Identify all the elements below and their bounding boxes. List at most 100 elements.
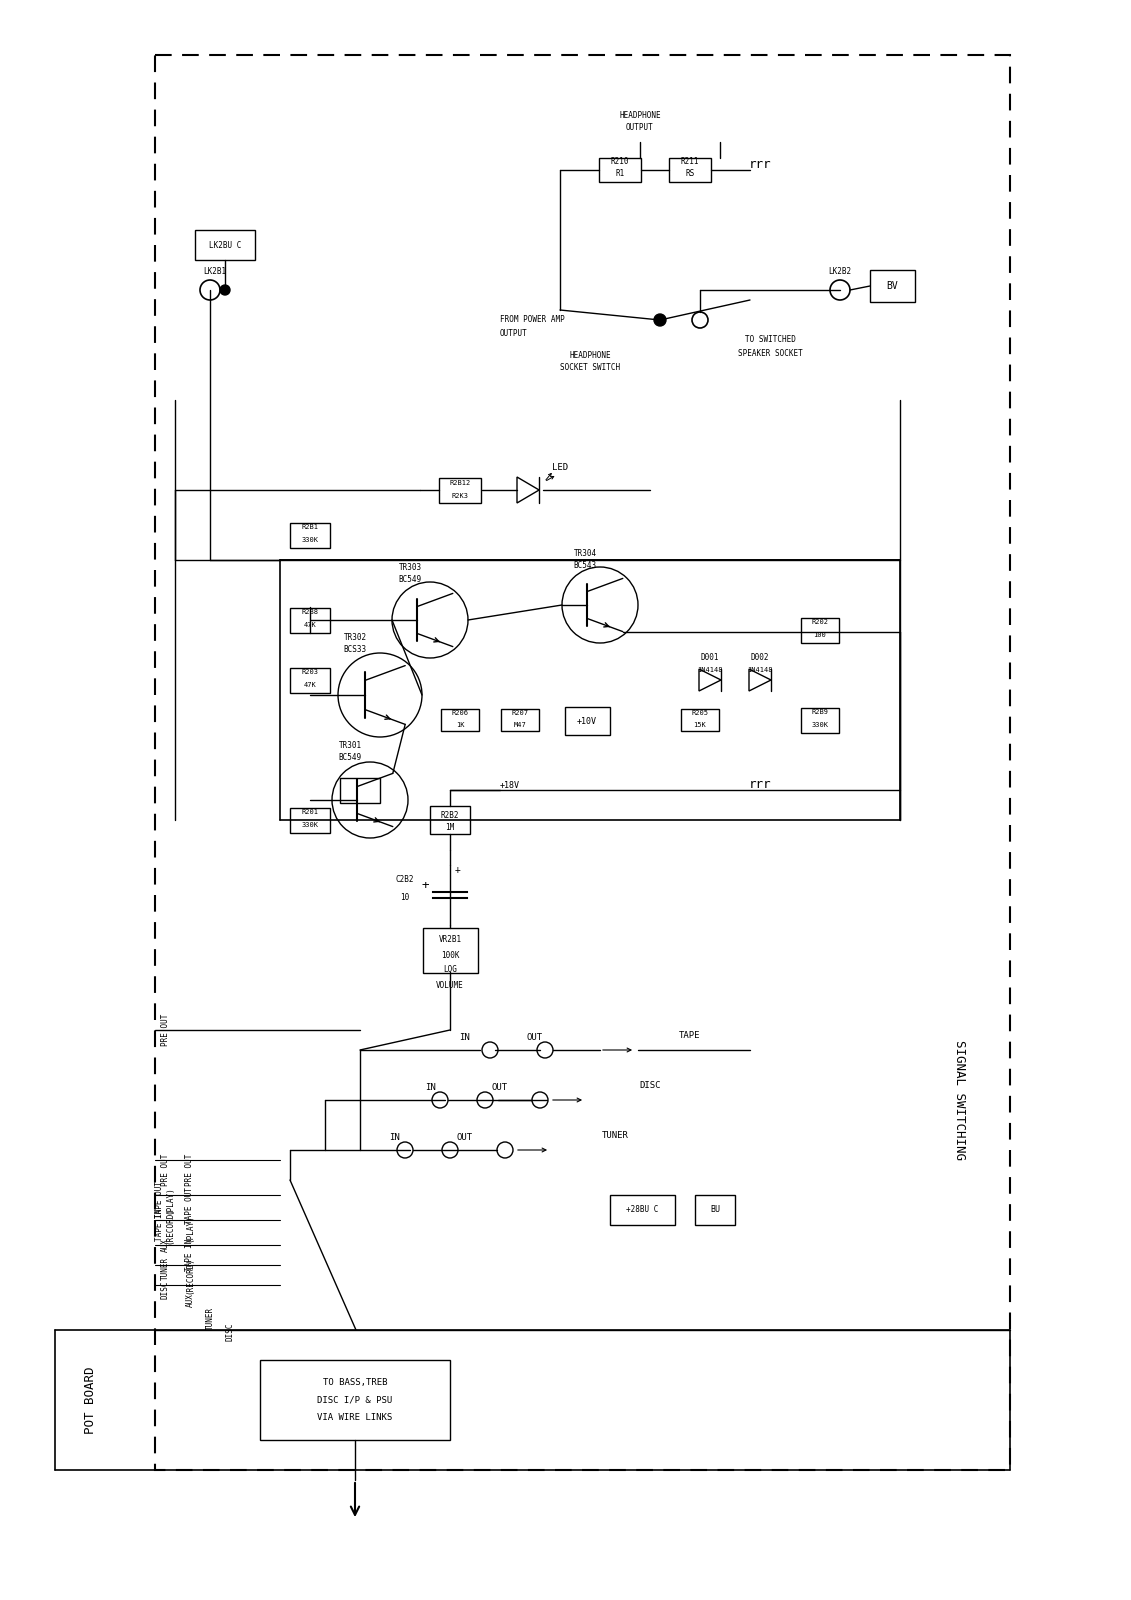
- Bar: [340, 778, 380, 803]
- Text: BU: BU: [710, 1205, 720, 1214]
- Text: 10: 10: [400, 893, 409, 901]
- Text: R205: R205: [691, 710, 708, 717]
- Text: +: +: [455, 866, 461, 875]
- Text: 1N4148: 1N4148: [748, 667, 772, 674]
- Text: TAPE: TAPE: [680, 1030, 701, 1040]
- Text: LED: LED: [552, 464, 568, 472]
- Circle shape: [397, 1142, 413, 1158]
- Text: +10V: +10V: [577, 717, 597, 725]
- Text: R2K3: R2K3: [451, 493, 468, 499]
- Text: SPEAKER SOCKET: SPEAKER SOCKET: [737, 349, 802, 357]
- Bar: [290, 523, 330, 547]
- Text: R207: R207: [511, 710, 528, 717]
- Text: OUT: OUT: [457, 1133, 473, 1142]
- Text: M47: M47: [513, 722, 526, 728]
- Circle shape: [654, 314, 666, 326]
- Text: R210: R210: [611, 157, 629, 166]
- Circle shape: [830, 280, 851, 301]
- Text: TUNER: TUNER: [161, 1256, 170, 1280]
- Text: TAPE IN: TAPE IN: [185, 1238, 195, 1270]
- Text: DISC I/P & PSU: DISC I/P & PSU: [318, 1395, 392, 1405]
- Text: +18V: +18V: [500, 781, 520, 789]
- Text: 330K: 330K: [302, 822, 319, 829]
- Text: R206: R206: [451, 710, 468, 717]
- Text: TAPE OUT: TAPE OUT: [185, 1187, 195, 1224]
- Circle shape: [482, 1042, 498, 1058]
- Circle shape: [333, 762, 408, 838]
- Bar: [155, 54, 1010, 1470]
- Text: +: +: [421, 878, 429, 891]
- Text: PRE OUT: PRE OUT: [161, 1154, 170, 1186]
- Text: R203: R203: [302, 669, 319, 675]
- Text: TO BASS,TREB: TO BASS,TREB: [322, 1378, 387, 1387]
- Text: TR303: TR303: [398, 563, 422, 573]
- Circle shape: [692, 312, 708, 328]
- Text: POT BOARD: POT BOARD: [84, 1366, 96, 1434]
- Bar: [430, 806, 470, 834]
- Text: +28BU C: +28BU C: [625, 1205, 658, 1214]
- Bar: [599, 158, 641, 182]
- Text: BC549: BC549: [338, 752, 362, 762]
- Text: rrr: rrr: [749, 158, 771, 171]
- Text: R211: R211: [681, 157, 699, 166]
- Text: R2B12: R2B12: [449, 480, 470, 486]
- Text: (PLAY): (PLAY): [185, 1214, 195, 1242]
- Text: HEADPHONE: HEADPHONE: [619, 110, 661, 120]
- Text: R2B9: R2B9: [812, 709, 829, 715]
- Circle shape: [432, 1091, 448, 1107]
- Text: TO SWITCHED: TO SWITCHED: [744, 336, 795, 344]
- Circle shape: [442, 1142, 458, 1158]
- Bar: [870, 270, 915, 302]
- Text: R201: R201: [302, 810, 319, 814]
- Circle shape: [532, 1091, 549, 1107]
- Bar: [801, 618, 839, 643]
- Circle shape: [477, 1091, 493, 1107]
- Circle shape: [392, 582, 468, 658]
- Text: TR301: TR301: [338, 741, 362, 749]
- Text: VR2B1: VR2B1: [439, 936, 461, 944]
- Text: DISC: DISC: [161, 1280, 170, 1299]
- Text: D001: D001: [701, 653, 719, 662]
- Text: 15K: 15K: [693, 722, 707, 728]
- Text: LK2B2: LK2B2: [828, 267, 852, 277]
- Text: 1K: 1K: [456, 722, 464, 728]
- Text: VOLUME: VOLUME: [437, 981, 464, 989]
- Text: BCS33: BCS33: [344, 645, 366, 653]
- Text: TR304: TR304: [573, 549, 596, 557]
- Text: R2B2: R2B2: [441, 811, 459, 819]
- Text: OUTPUT: OUTPUT: [500, 328, 528, 338]
- Circle shape: [338, 653, 422, 738]
- Bar: [260, 1360, 450, 1440]
- Bar: [610, 1195, 675, 1226]
- Text: RS: RS: [685, 168, 694, 178]
- Text: TAPE IN
(RECORD): TAPE IN (RECORD): [155, 1206, 174, 1243]
- Text: BV: BV: [886, 282, 898, 291]
- Text: OUTPUT: OUTPUT: [627, 123, 654, 133]
- Bar: [801, 707, 839, 733]
- Text: DISC: DISC: [225, 1323, 234, 1341]
- Text: TAPE OUT
(PLAY): TAPE OUT (PLAY): [155, 1181, 174, 1219]
- Bar: [566, 707, 610, 734]
- Circle shape: [537, 1042, 553, 1058]
- Text: IN: IN: [424, 1083, 435, 1093]
- Text: R1: R1: [615, 168, 624, 178]
- Text: R2B1: R2B1: [302, 525, 319, 530]
- Text: AUX: AUX: [185, 1293, 195, 1307]
- Text: 1N4148: 1N4148: [697, 667, 723, 674]
- Circle shape: [497, 1142, 513, 1158]
- Text: 47K: 47K: [303, 622, 317, 627]
- Text: 100: 100: [813, 632, 827, 638]
- Text: SIGNAL SWITCHING: SIGNAL SWITCHING: [953, 1040, 967, 1160]
- Bar: [441, 709, 480, 731]
- Text: DISC: DISC: [639, 1080, 661, 1090]
- Bar: [670, 158, 711, 182]
- Text: FROM POWER AMP: FROM POWER AMP: [500, 315, 564, 325]
- Text: AUX: AUX: [161, 1238, 170, 1251]
- Text: VIA WIRE LINKS: VIA WIRE LINKS: [318, 1413, 392, 1422]
- Text: BC549: BC549: [398, 576, 422, 584]
- Text: IN: IN: [459, 1034, 470, 1043]
- Text: R2B8: R2B8: [302, 610, 319, 614]
- Bar: [290, 808, 330, 834]
- Text: 1M: 1M: [446, 824, 455, 832]
- Text: R202: R202: [812, 619, 829, 626]
